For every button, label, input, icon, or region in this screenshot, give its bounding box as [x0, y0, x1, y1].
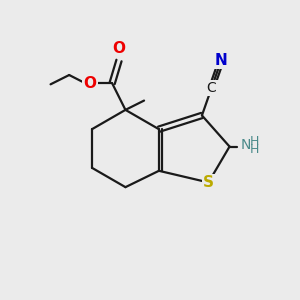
- Text: H: H: [250, 135, 260, 148]
- Text: O: O: [83, 76, 96, 91]
- Text: N: N: [241, 138, 251, 152]
- Text: O: O: [112, 41, 125, 56]
- Text: N: N: [215, 53, 227, 68]
- Text: H: H: [250, 143, 260, 156]
- Text: C: C: [207, 81, 216, 95]
- Text: S: S: [203, 175, 214, 190]
